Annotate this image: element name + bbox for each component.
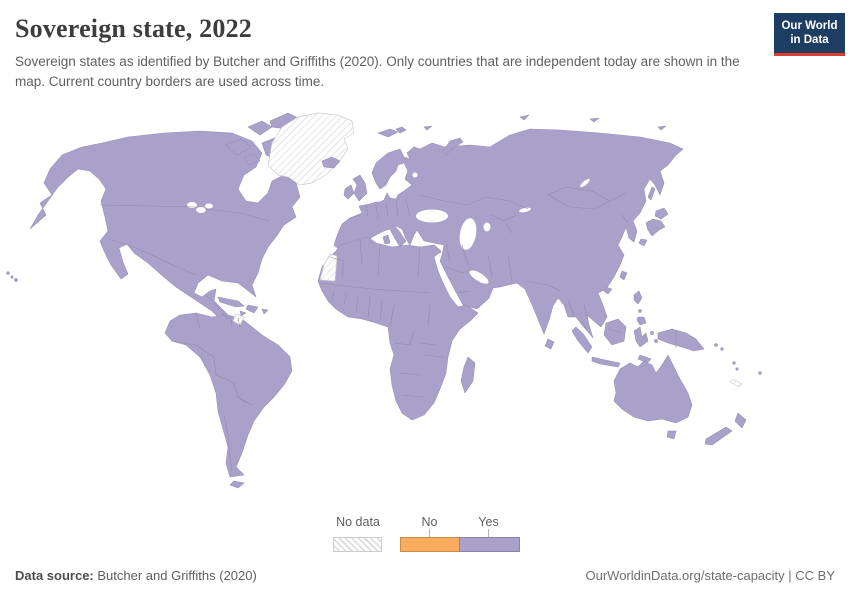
region-taiwan[interactable] [619, 270, 628, 281]
owid-logo-line2: in Data [790, 34, 829, 47]
region-new-zealand[interactable] [704, 412, 747, 446]
legend-label-yes: Yes [478, 515, 499, 529]
region-pacific-islands[interactable] [714, 343, 762, 375]
chart-subtitle: Sovereign states as identified by Butche… [15, 54, 740, 90]
world-map-svg[interactable] [0, 105, 850, 505]
data-source-label: Data source: [15, 568, 94, 583]
page-title: Sovereign state, 2022 [15, 14, 252, 43]
legend-swatch-no-data[interactable] [333, 537, 382, 552]
region-australia[interactable] [613, 354, 693, 424]
region-africa[interactable] [317, 236, 479, 421]
legend-label-no-data: No data [336, 515, 380, 529]
owid-logo-line1: Our World [781, 20, 838, 32]
credit-link[interactable]: OurWorldinData.org/state-capacity | CC B… [585, 568, 835, 583]
legend-swatch-yes[interactable] [459, 537, 520, 552]
region-madagascar[interactable] [460, 356, 476, 394]
legend-swatch-no[interactable] [400, 537, 461, 552]
chart-footer: Data source: Butcher and Griffiths (2020… [15, 568, 835, 583]
owid-logo[interactable]: Our World in Data [774, 13, 845, 56]
region-north-america[interactable] [29, 130, 301, 332]
world-map[interactable] [0, 105, 850, 505]
region-hainan[interactable] [603, 286, 613, 295]
region-new-caledonia-nodata[interactable] [729, 378, 743, 388]
legend-label-no: No [421, 515, 438, 529]
data-source-value: Butcher and Griffiths (2020) [93, 568, 257, 583]
region-western-sahara-nodata[interactable] [319, 253, 338, 282]
region-new-guinea[interactable] [657, 328, 705, 352]
country-borders [99, 186, 677, 472]
region-philippines[interactable] [633, 290, 647, 326]
region-japan[interactable] [638, 186, 669, 247]
region-eurasia[interactable] [333, 128, 684, 339]
region-great-britain[interactable] [352, 174, 368, 202]
region-hawaii [6, 271, 18, 282]
legend-tick-yes [488, 529, 489, 540]
legend-tick-no [429, 529, 430, 540]
region-indonesia[interactable] [571, 318, 658, 368]
region-sri-lanka[interactable] [544, 338, 555, 350]
region-tasmania[interactable] [666, 430, 677, 440]
region-tierra-del-fuego[interactable] [229, 480, 245, 489]
data-source: Data source: Butcher and Griffiths (2020… [15, 568, 257, 583]
region-ireland[interactable] [343, 184, 355, 200]
region-arctic-islands[interactable] [377, 114, 667, 156]
region-iceland[interactable] [321, 156, 341, 169]
inland-seas [187, 172, 590, 350]
region-south-america[interactable] [164, 312, 293, 478]
region-caribbean-islands[interactable] [217, 296, 269, 317]
